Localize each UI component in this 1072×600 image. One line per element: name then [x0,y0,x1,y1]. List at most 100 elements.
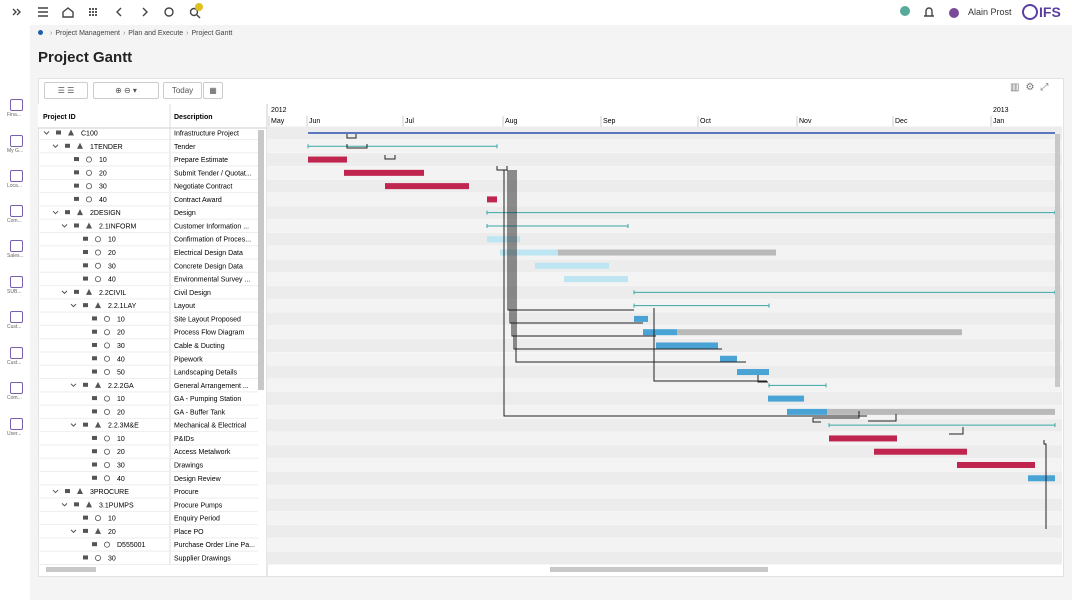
expander[interactable] [70,383,77,388]
sidebar-label[interactable]: Loca... [7,183,23,189]
expander[interactable] [52,210,59,215]
project-id[interactable]: 2.1INFORM [99,223,137,230]
expander[interactable] [52,144,59,148]
expander[interactable] [61,502,68,507]
today-button[interactable]: Today [163,82,202,99]
row-bg [267,405,1062,419]
row-bg [267,511,1062,525]
project-id[interactable]: 40 [99,197,107,204]
description: Place PO [174,529,204,536]
crumb[interactable]: Project Gantt [191,30,233,37]
user-name[interactable]: Alain Prost [968,7,1012,17]
project-id[interactable]: 30 [99,184,107,191]
activity-icon [95,249,102,256]
description: Mechanical & Electrical [174,423,247,430]
crumb[interactable]: Project Management [55,30,120,37]
expander[interactable] [70,423,77,427]
project-id[interactable]: 10 [117,436,125,443]
crumb-sep: › [50,30,53,37]
sidebar-label[interactable]: Com... [7,218,22,224]
tree-buttons[interactable]: ☰ ☰ [44,82,88,99]
project-id[interactable]: D555001 [117,542,146,549]
month-label: May [271,118,285,125]
summary-bar [828,423,1056,428]
description: Electrical Design Data [174,250,243,257]
task-bar [344,169,424,176]
sidebar-label[interactable]: Cust... [7,360,22,366]
row-icon [92,369,97,374]
dependency-link [812,411,860,423]
expander[interactable] [43,131,50,135]
expander[interactable] [61,290,68,295]
task-bar [768,395,804,402]
expander[interactable] [70,303,77,308]
project-id[interactable]: 20 [117,330,125,337]
project-id[interactable]: 20 [117,409,125,416]
project-id[interactable]: 20 [108,529,116,536]
dependency-link [346,144,368,149]
project-id[interactable]: 10 [117,396,125,403]
project-id[interactable]: 30 [108,555,116,562]
project-id[interactable]: C100 [81,131,98,138]
sidebar-label[interactable]: Fina... [7,112,21,118]
expander[interactable] [61,224,68,228]
task-bar [720,355,737,362]
logo[interactable]: IFS [1039,4,1061,20]
sidebar-label[interactable]: Cust... [7,324,22,330]
project-id[interactable]: 2.2.2GA [108,383,134,390]
project-id[interactable]: 20 [99,170,107,177]
task-bar [500,249,558,256]
row-icon [92,316,97,321]
project-id[interactable]: 2DESIGN [90,210,121,217]
project-id[interactable]: 2.2CIVIL [99,290,126,297]
activity-icon [104,408,111,415]
activity-icon [86,183,93,190]
project-id[interactable]: 30 [117,343,125,350]
project-id[interactable]: 30 [108,263,116,270]
project-id[interactable]: 40 [117,476,125,483]
project-id[interactable]: 10 [99,157,107,164]
project-id[interactable]: 20 [108,250,116,257]
view-icons[interactable]: ▥⚙⤢ [1010,82,1055,93]
scrollbar [258,130,264,390]
sidebar-label[interactable]: User... [7,431,22,437]
calendar-button[interactable]: ▦ [203,82,223,99]
crumb[interactable]: Plan and Execute [128,30,184,37]
dependency-link [496,166,508,171]
description: Environmental Survey ... [174,277,250,284]
row-bg [267,259,1062,273]
activity-icon [95,554,102,561]
sidebar-label[interactable]: Com... [7,395,22,401]
top-icons [12,3,1038,20]
project-id[interactable]: 2.2.3M&E [108,423,139,430]
sidebar-label[interactable]: My G... [7,148,24,154]
node-icon [95,527,101,534]
project-id[interactable]: 20 [117,449,125,456]
activity-icon [104,355,111,362]
sidebar-label[interactable]: SUB... [7,289,22,295]
description: Negotiate Contract [174,184,232,191]
row-icon [65,210,70,215]
project-id[interactable]: 2.2.1LAY [108,303,137,310]
project-id[interactable]: 10 [108,516,116,523]
project-id[interactable]: 3.1PUMPS [99,502,134,509]
task-bar [558,249,776,256]
project-id[interactable]: 40 [117,356,125,363]
project-id[interactable]: 1TENDER [90,144,123,151]
project-id[interactable]: 40 [108,277,116,284]
row-bg [267,551,1062,565]
column-header: Project ID [43,114,76,121]
zoom-buttons[interactable]: ⊕ ⊖ ▾ [93,82,159,99]
expander[interactable] [52,489,59,494]
project-id[interactable]: 10 [108,237,116,244]
row-bg [267,153,1062,167]
task-bar [874,448,967,455]
project-id[interactable]: 30 [117,463,125,470]
row-bg [267,524,1062,538]
project-id[interactable]: 3PROCURE [90,489,129,496]
sidebar-label[interactable]: Sales... [7,253,24,259]
gantt: Project ID Description 2012 2013 May Jun Jul Au… [38,104,1062,576]
expander[interactable] [70,529,77,534]
project-id[interactable]: 50 [117,370,125,377]
project-id[interactable]: 10 [117,316,125,323]
